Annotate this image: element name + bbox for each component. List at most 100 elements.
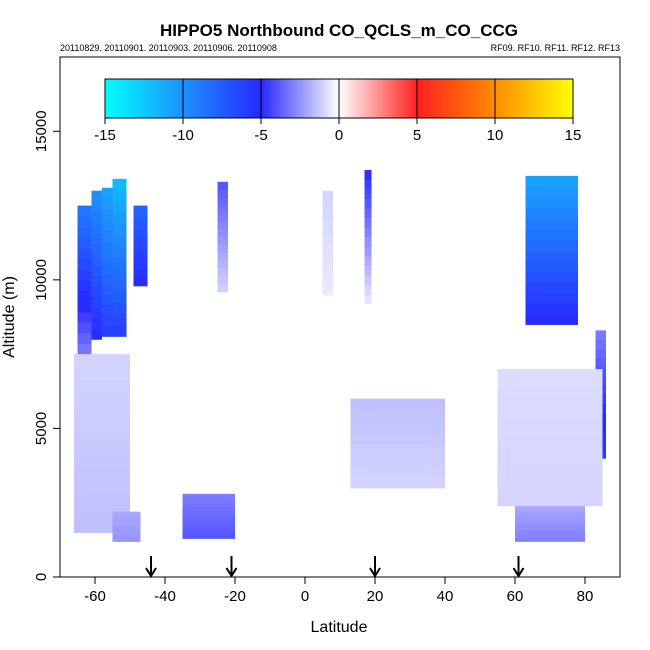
heatmap-cell: [515, 531, 585, 535]
heatmap-cell: [322, 235, 333, 244]
heatmap-cell: [497, 369, 603, 380]
heatmap-cell: [74, 417, 130, 432]
heatmap-cell: [182, 525, 235, 530]
heatmap-region-tropical-column-2: [364, 169, 372, 305]
heatmap-cell: [515, 515, 585, 519]
heatmap-cell: [74, 481, 130, 495]
flight-arrow: [512, 556, 525, 578]
heatmap-cell: [112, 201, 127, 214]
heatmap-cell: [74, 405, 130, 419]
x-tick-label: -40: [154, 588, 176, 605]
heatmap-cell: [91, 318, 102, 330]
heatmap-cell: [364, 217, 372, 228]
heatmap-cell: [364, 189, 372, 200]
colorbar-tick-label: 0: [335, 127, 343, 144]
chart-subtitle-dates: 20110829. 20110901. 20110903. 20110906. …: [60, 43, 277, 53]
heatmap-cell: [364, 265, 372, 276]
heatmap-cell: [112, 235, 127, 247]
heatmap-cell: [112, 532, 141, 536]
heatmap-cell: [91, 296, 102, 308]
heatmap-cell: [515, 505, 585, 509]
heatmap-cell: [525, 271, 578, 283]
heatmap-cell: [133, 268, 148, 275]
heatmap-cell: [77, 269, 92, 281]
heatmap-cell: [112, 511, 141, 515]
x-tick-label: 60: [507, 588, 524, 605]
heatmap-cell: [364, 294, 372, 305]
x-tick-label: 80: [577, 588, 594, 605]
heatmap-region-mid-south-column: [217, 181, 228, 293]
colorbar-tick-label: -15: [94, 127, 116, 144]
heatmap-cell: [77, 205, 92, 217]
heatmap-cell: [133, 228, 148, 235]
heatmap-cell: [102, 187, 113, 199]
heatmap-cell: [102, 198, 113, 210]
heatmap-cell: [217, 197, 228, 206]
heatmap-cell: [322, 227, 333, 236]
colorbar-tick-label: -5: [254, 127, 267, 144]
heatmap-cell: [350, 411, 445, 419]
heatmap-cell: [525, 303, 578, 315]
heatmap-cell: [350, 424, 445, 432]
heatmap-region-south-upper-band-5: [133, 205, 148, 287]
heatmap-cell: [364, 274, 372, 286]
heatmap-cell: [182, 493, 235, 498]
x-axis-label: Latitude: [311, 619, 368, 636]
heatmap-cell: [133, 211, 148, 218]
heatmap-cell: [91, 211, 102, 224]
x-tick-label: 20: [367, 588, 384, 605]
heatmap-region-south-lower-troposphere: [74, 354, 130, 533]
heatmap-cell: [102, 251, 113, 263]
heatmap-cell: [77, 226, 92, 238]
heatmap-region-south-upper-band-2: [91, 190, 102, 340]
flight-arrows: [145, 556, 525, 578]
heatmap-cell: [350, 443, 445, 451]
heatmap-cell: [74, 366, 130, 381]
heatmap-cell: [133, 262, 148, 270]
heatmap-cell: [350, 417, 445, 425]
heatmap-cell: [112, 524, 141, 527]
heatmap-cell: [182, 519, 235, 523]
flight-arrow-head: [512, 567, 525, 578]
heatmap-region-south-upper-band-1: [77, 205, 92, 355]
heatmap-region-south-upper-band-3: [102, 187, 113, 337]
flight-arrow: [369, 556, 381, 578]
heatmap-cell: [74, 494, 130, 508]
y-tick-label: 5000: [33, 412, 50, 445]
colorbar-tick-label: -10: [172, 127, 194, 144]
heatmap-cell: [350, 462, 445, 470]
heatmap-cell: [525, 197, 578, 209]
heatmap-cell: [515, 508, 585, 512]
heatmap-cell: [497, 417, 603, 429]
heatmap-cell: [515, 518, 585, 522]
heatmap-cell: [525, 239, 578, 251]
heatmap-cell: [497, 408, 603, 419]
heatmap-cell: [77, 258, 92, 270]
heatmap-cell: [112, 212, 127, 225]
heatmap-cell: [133, 239, 148, 247]
heatmap-cell: [77, 311, 92, 323]
y-tick-label: 10000: [33, 259, 50, 301]
heatmap-cell: [350, 475, 445, 482]
heatmap-cell: [112, 268, 127, 281]
heatmap-cell: [74, 379, 130, 393]
heatmap-cell: [364, 284, 372, 295]
heatmap-cell: [112, 302, 127, 315]
colorbar-tick-label: 10: [487, 127, 504, 144]
heatmap-cell: [322, 257, 333, 266]
heatmap-cell: [217, 260, 228, 269]
heatmap-cell: [133, 205, 148, 212]
heatmap-cell: [112, 223, 127, 236]
y-axis: 0 5000 10000 15000: [33, 110, 60, 581]
heatmap-cell: [525, 175, 578, 187]
heatmap-cell: [112, 526, 141, 530]
heatmap-cell: [217, 276, 228, 285]
heatmap-region-tropical-mid-layer: [350, 398, 445, 489]
heatmap-cell: [515, 510, 585, 514]
heatmap-cell: [515, 523, 585, 527]
heatmap-cell: [515, 520, 585, 525]
flight-arrow: [145, 556, 157, 578]
heatmap-cell: [364, 246, 372, 257]
heatmap-cell: [364, 198, 372, 209]
